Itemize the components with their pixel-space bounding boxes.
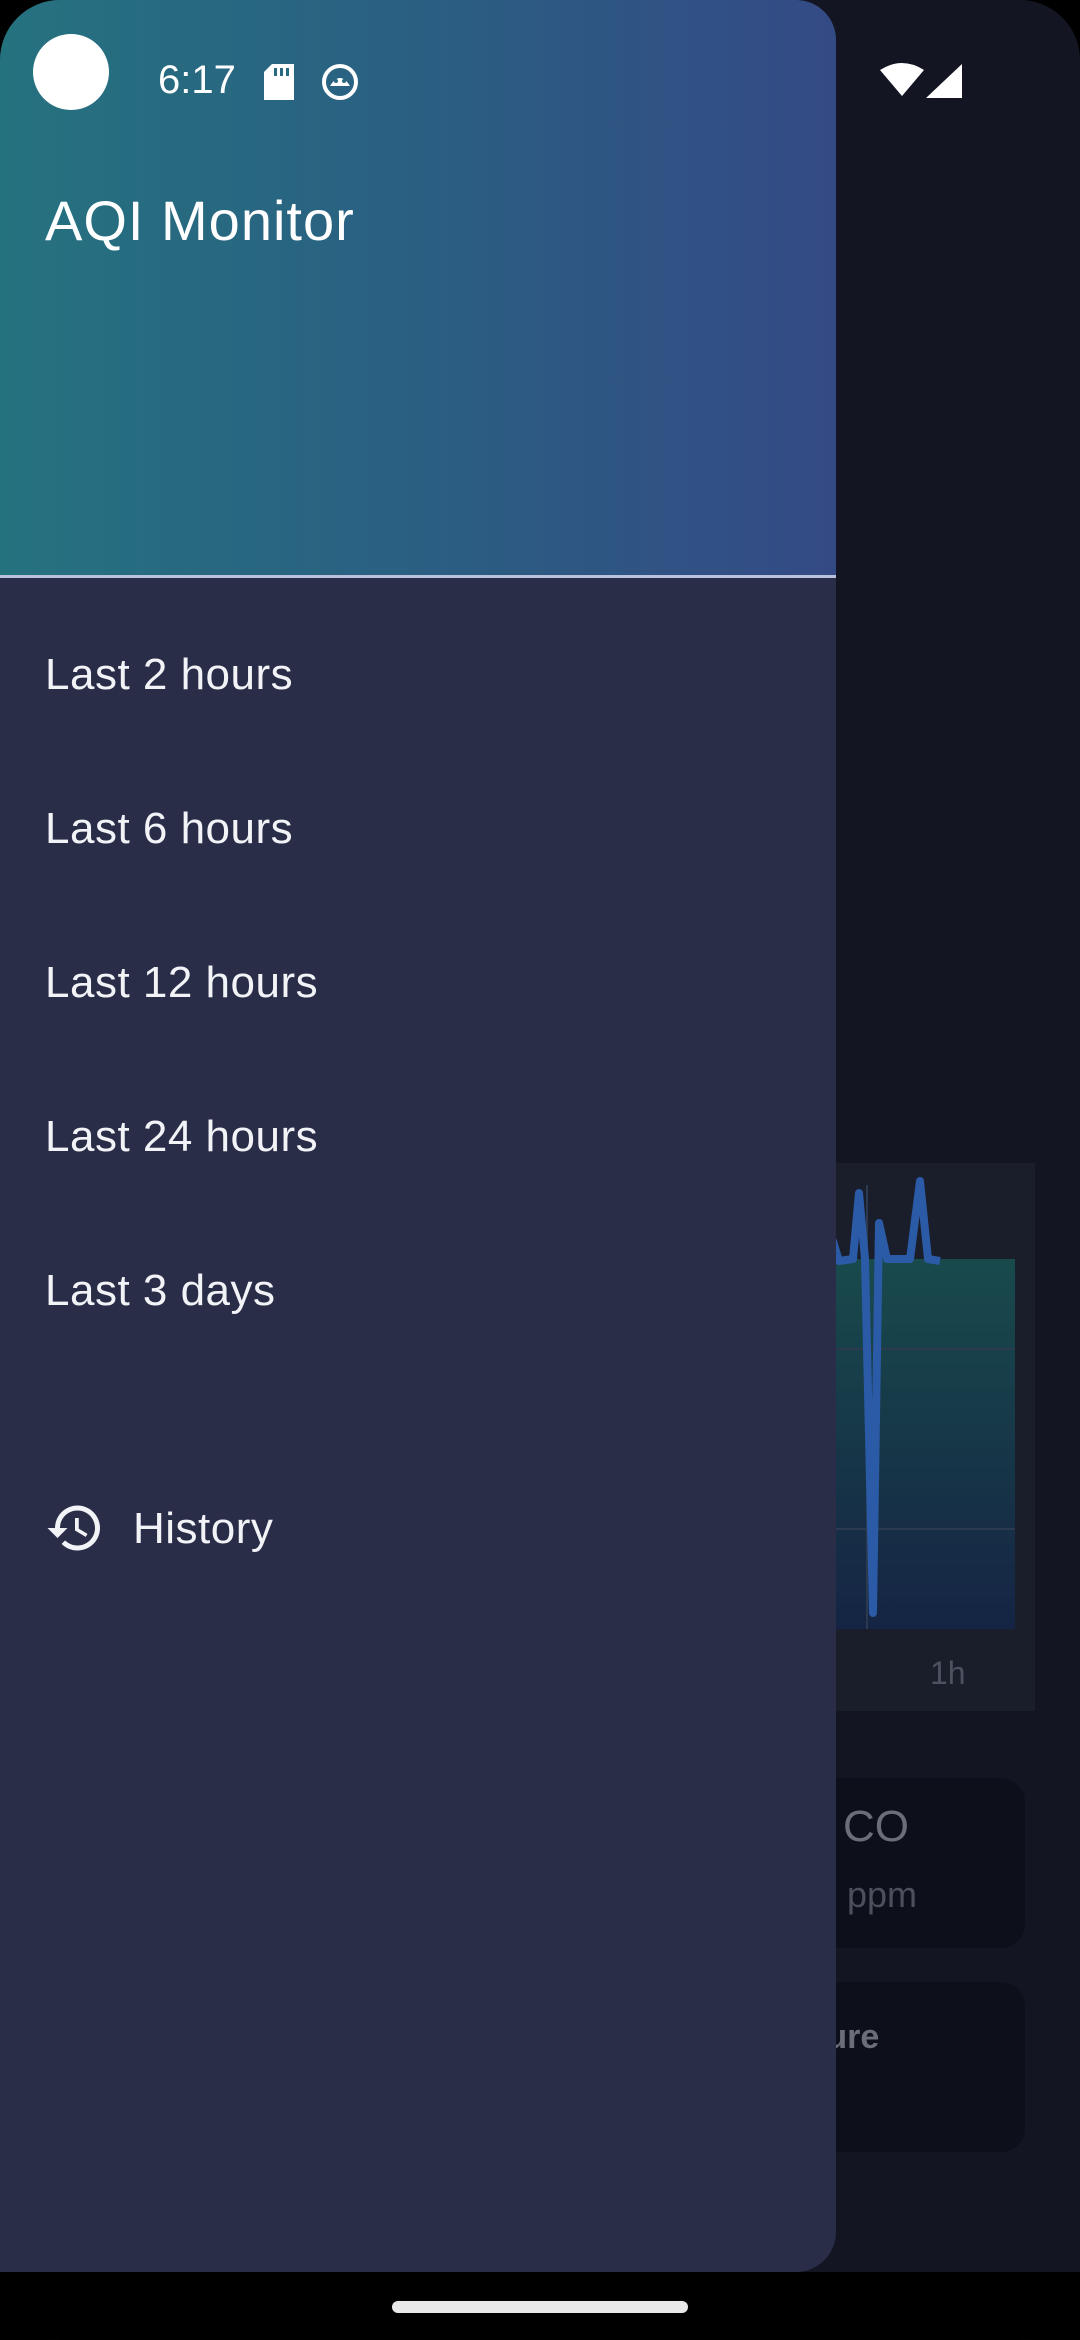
- co-card-title: CO: [843, 1802, 909, 1851]
- chart-axis-label: 1h: [930, 1655, 966, 1691]
- co-card-unit: ppm: [847, 1874, 918, 1915]
- android-bot-icon: [322, 64, 358, 100]
- menu-item-history[interactable]: History: [45, 1498, 745, 1562]
- drawer-header: 6:17 AQI Monitor: [0, 0, 836, 578]
- menu-item-last-6-hours[interactable]: Last 6 hours: [45, 804, 294, 853]
- sd-card-icon: [264, 64, 294, 100]
- status-time: 6:17: [158, 58, 236, 102]
- history-label: History: [133, 1504, 274, 1553]
- camera-cutout: [33, 34, 109, 110]
- home-indicator[interactable]: [392, 2301, 688, 2313]
- menu-item-last-24-hours[interactable]: Last 24 hours: [45, 1112, 319, 1161]
- signal-icon: [926, 64, 962, 98]
- app-title: AQI Monitor: [45, 189, 355, 252]
- wifi-icon: [880, 63, 924, 96]
- menu-item-last-2-hours[interactable]: Last 2 hours: [45, 650, 294, 699]
- menu-item-last-3-days[interactable]: Last 3 days: [45, 1266, 276, 1315]
- history-icon: [47, 1505, 100, 1551]
- menu-item-last-12-hours[interactable]: Last 12 hours: [45, 958, 319, 1007]
- navigation-drawer: 6:17 AQI Monitor Last 2 hours Last 6 hou…: [0, 0, 836, 2272]
